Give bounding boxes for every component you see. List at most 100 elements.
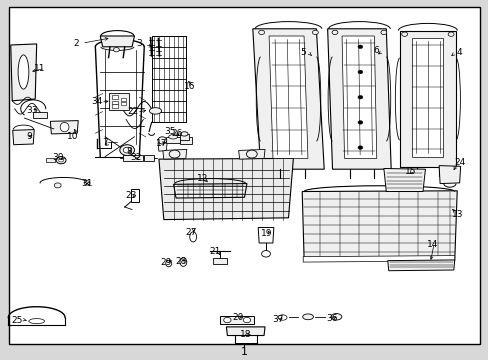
Text: 17: 17: [155, 139, 167, 148]
Text: 15: 15: [404, 166, 416, 175]
Text: 36: 36: [325, 314, 337, 323]
Text: 20: 20: [232, 313, 244, 322]
Bar: [220, 316, 254, 324]
Ellipse shape: [189, 232, 196, 242]
Ellipse shape: [59, 158, 63, 162]
Polygon shape: [268, 36, 307, 158]
Ellipse shape: [180, 258, 186, 266]
Bar: [46, 158, 55, 162]
Ellipse shape: [60, 122, 69, 132]
Ellipse shape: [380, 30, 386, 35]
Ellipse shape: [29, 319, 44, 324]
Polygon shape: [303, 256, 454, 262]
Ellipse shape: [401, 32, 407, 36]
Ellipse shape: [357, 45, 362, 49]
Text: 6: 6: [373, 46, 379, 55]
Bar: [180, 134, 188, 140]
Ellipse shape: [18, 55, 29, 89]
Text: 30: 30: [52, 153, 63, 162]
Ellipse shape: [357, 70, 362, 74]
Bar: [121, 98, 125, 101]
Ellipse shape: [331, 30, 337, 35]
Text: 14: 14: [426, 240, 438, 249]
Polygon shape: [387, 260, 454, 271]
Text: 19: 19: [260, 230, 272, 239]
Polygon shape: [302, 191, 456, 261]
Polygon shape: [411, 38, 443, 157]
Ellipse shape: [357, 146, 362, 149]
Text: 11: 11: [34, 64, 46, 73]
Text: 13: 13: [450, 210, 462, 219]
Polygon shape: [100, 36, 134, 47]
Text: 12: 12: [197, 174, 208, 183]
Text: 25: 25: [11, 316, 23, 325]
Ellipse shape: [447, 32, 453, 36]
Ellipse shape: [168, 135, 177, 139]
Text: 5: 5: [300, 48, 305, 57]
Polygon shape: [383, 168, 425, 192]
Text: 26: 26: [171, 129, 183, 138]
Text: 21: 21: [209, 248, 221, 256]
Text: 33: 33: [26, 107, 38, 115]
Polygon shape: [13, 130, 34, 145]
Polygon shape: [399, 31, 455, 167]
Bar: [112, 95, 118, 99]
Ellipse shape: [120, 145, 134, 156]
Bar: [121, 102, 125, 105]
Text: 10: 10: [66, 132, 78, 140]
Polygon shape: [327, 29, 390, 169]
Bar: [212, 258, 227, 264]
Ellipse shape: [357, 95, 362, 99]
Ellipse shape: [258, 30, 264, 35]
Text: 32: 32: [130, 153, 142, 162]
Bar: [151, 36, 185, 122]
Bar: [123, 155, 142, 161]
Text: 16: 16: [183, 82, 195, 91]
Text: 28: 28: [175, 256, 186, 265]
Polygon shape: [226, 327, 264, 336]
Text: 3: 3: [136, 40, 142, 49]
Bar: [144, 155, 154, 161]
Text: 8: 8: [126, 147, 132, 156]
Polygon shape: [238, 149, 264, 159]
Bar: [112, 101, 118, 104]
Ellipse shape: [123, 147, 131, 153]
Ellipse shape: [246, 150, 257, 158]
Polygon shape: [173, 184, 246, 198]
Ellipse shape: [302, 314, 313, 320]
Text: 18: 18: [239, 330, 251, 338]
Ellipse shape: [312, 30, 318, 35]
Polygon shape: [163, 149, 186, 159]
Ellipse shape: [330, 314, 341, 320]
Text: 1: 1: [241, 347, 247, 357]
Ellipse shape: [169, 150, 180, 158]
Text: 31: 31: [81, 179, 93, 188]
Polygon shape: [158, 142, 167, 151]
Bar: [112, 104, 118, 108]
Ellipse shape: [243, 318, 250, 323]
Text: 22: 22: [127, 107, 139, 116]
Ellipse shape: [181, 132, 187, 136]
Text: 4: 4: [456, 48, 462, 57]
Ellipse shape: [149, 108, 161, 114]
Ellipse shape: [54, 183, 61, 188]
Text: 23: 23: [125, 191, 137, 199]
Polygon shape: [438, 166, 460, 184]
Polygon shape: [11, 44, 37, 101]
Text: 2: 2: [73, 39, 79, 48]
Bar: [166, 137, 180, 143]
Ellipse shape: [158, 137, 166, 144]
Ellipse shape: [56, 157, 66, 164]
Polygon shape: [341, 36, 376, 158]
Text: 35: 35: [164, 127, 176, 136]
Ellipse shape: [113, 48, 119, 52]
Text: 29: 29: [160, 258, 172, 267]
Bar: [109, 93, 128, 110]
Polygon shape: [50, 121, 78, 134]
Ellipse shape: [84, 181, 90, 185]
Text: 34: 34: [91, 97, 102, 106]
Text: 37: 37: [271, 315, 283, 324]
Polygon shape: [252, 29, 324, 169]
Ellipse shape: [224, 318, 231, 323]
Bar: [33, 112, 47, 118]
